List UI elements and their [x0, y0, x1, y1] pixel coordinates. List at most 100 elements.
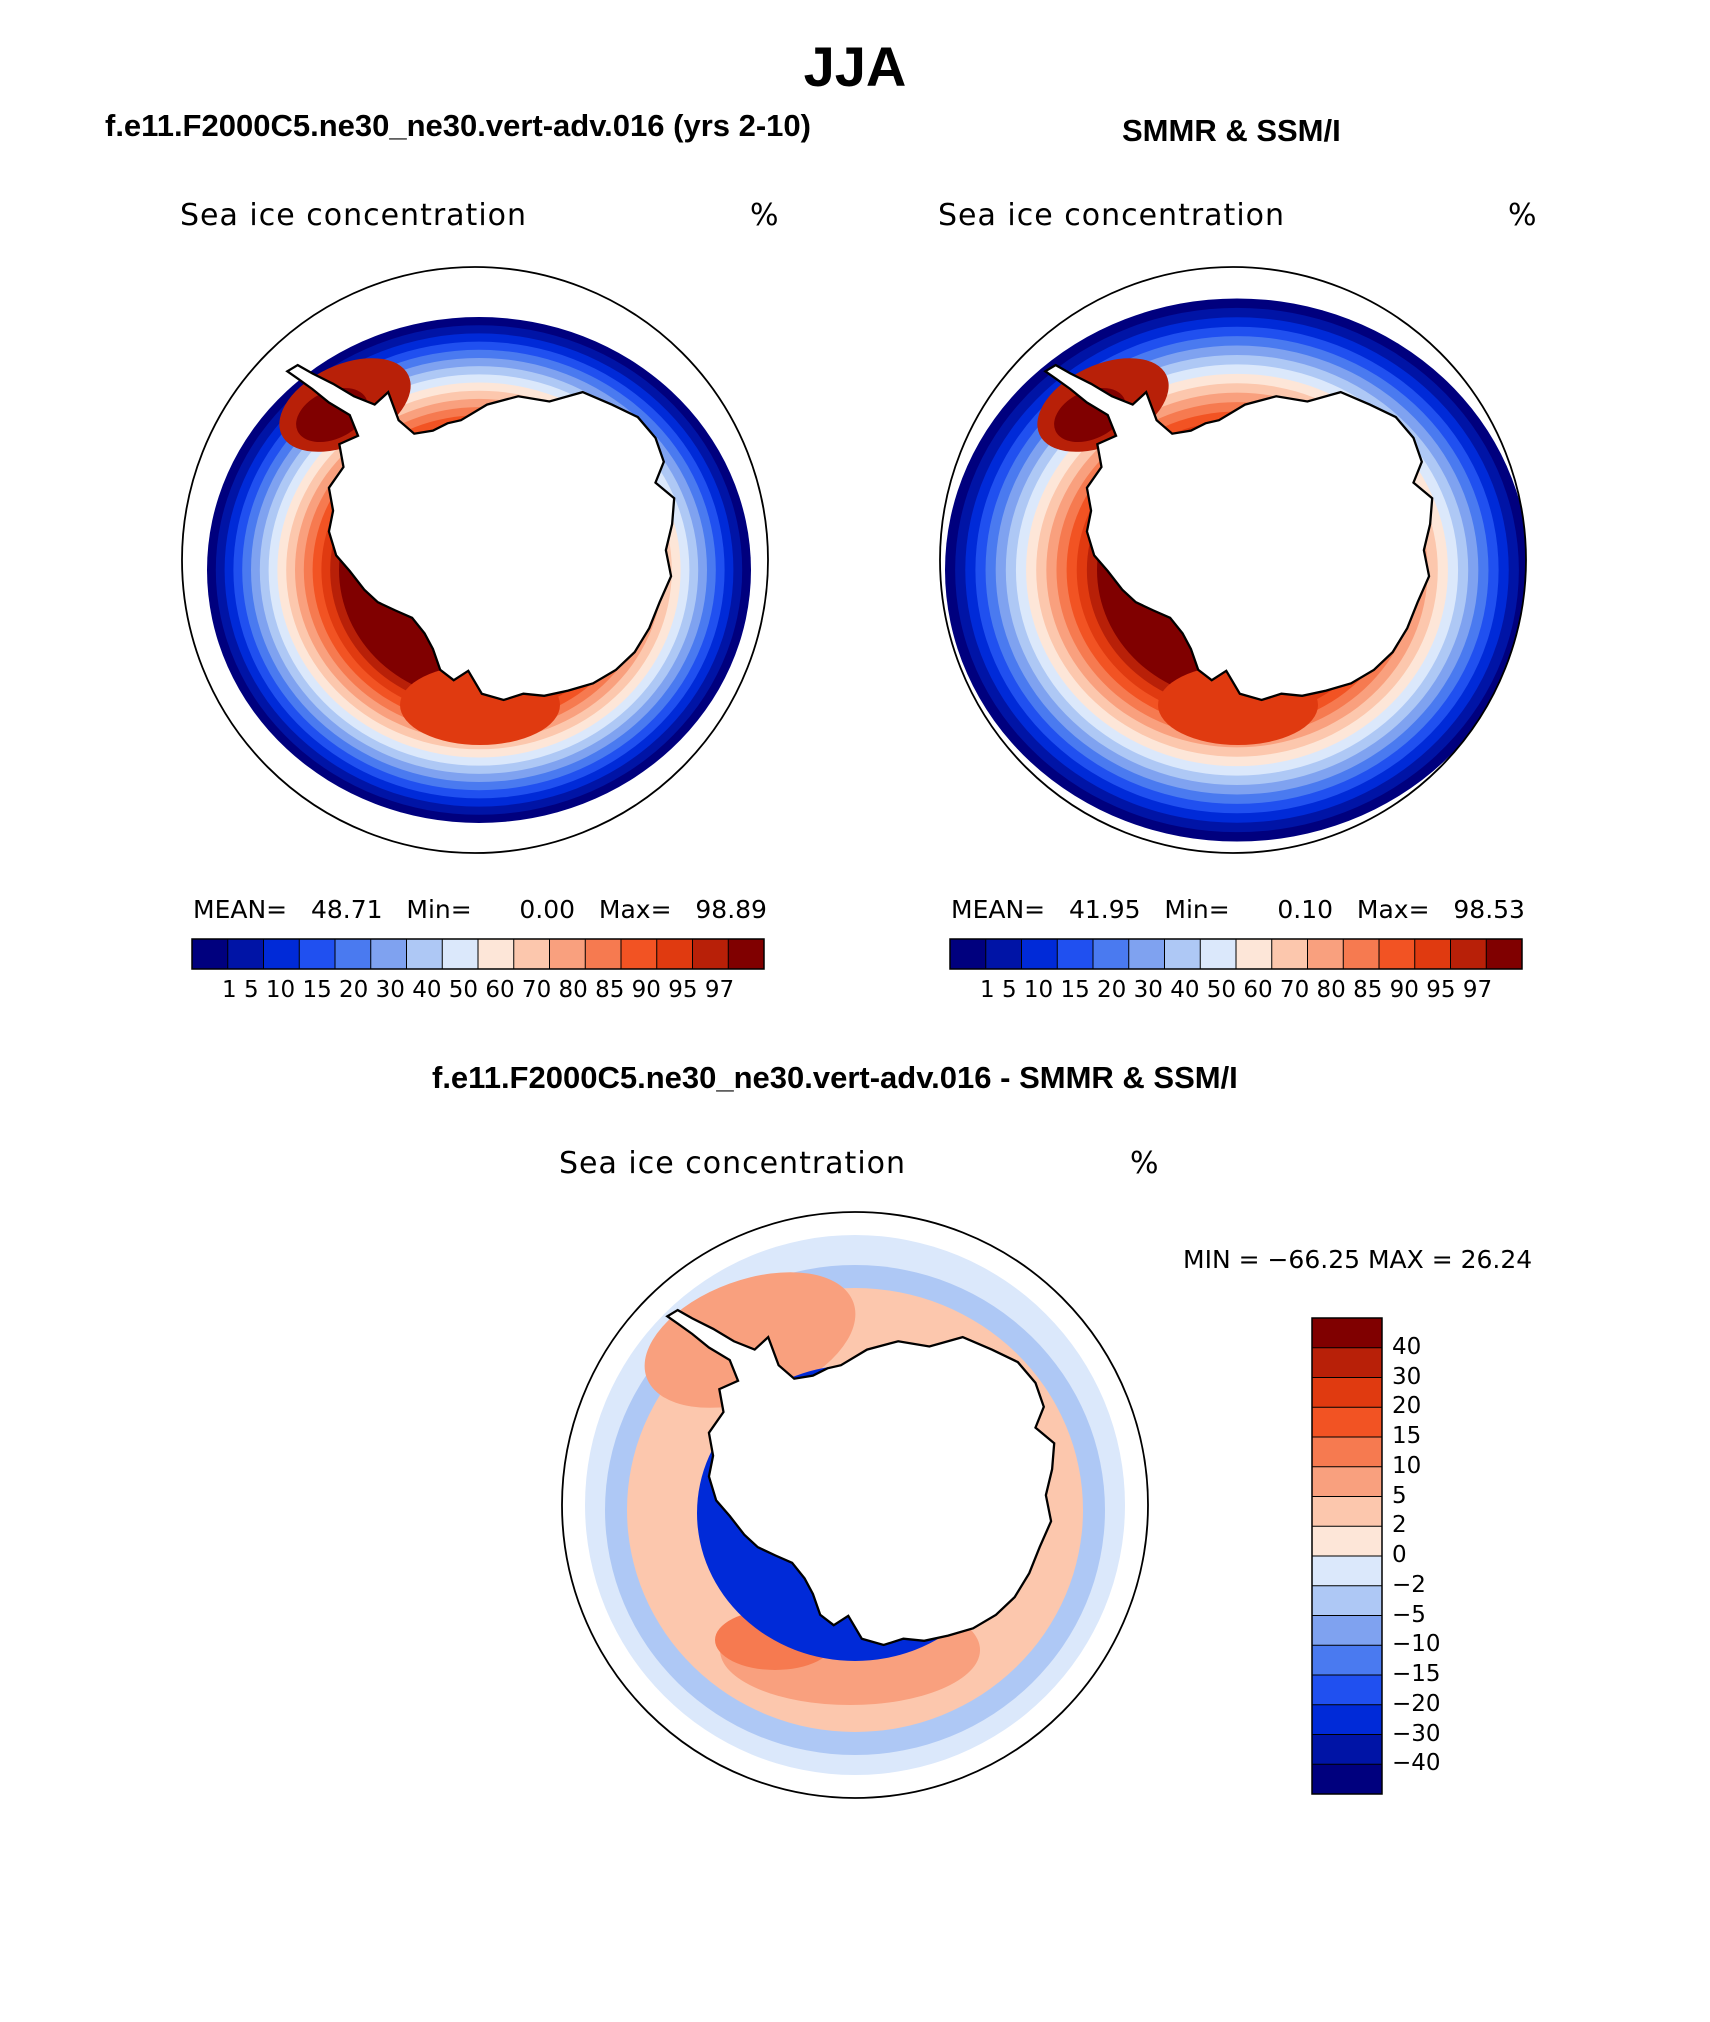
colorbar-swatch — [1414, 939, 1451, 969]
colorbar-swatch — [1312, 1675, 1382, 1706]
panel2-title: SMMR & SSM/I — [1122, 113, 1341, 148]
panel2-colorbar-labels: 1 5 10 15 20 30 40 50 60 70 80 85 90 95 … — [980, 977, 1493, 1003]
panel1-units: % — [750, 198, 780, 233]
colorbar-level-label: 10 — [1392, 1452, 1422, 1479]
colorbar-level-label: 30 — [1392, 1363, 1422, 1390]
map-boundary-circle — [561, 1211, 1149, 1799]
colorbar-swatch — [1312, 1437, 1382, 1468]
colorbar-level-label: 5 — [1392, 1482, 1407, 1509]
colorbar-swatch — [1312, 1407, 1382, 1438]
panel1-min-label: Min= — [406, 895, 472, 924]
colorbar-swatch — [478, 939, 515, 969]
panel1-field-label: Sea ice concentration — [180, 198, 528, 233]
colorbar-frame — [191, 938, 765, 970]
colorbar-swatch — [1271, 939, 1308, 969]
colorbar-swatch — [1200, 939, 1237, 969]
difference-title: f.e11.F2000C5.ne30_ne30.vert-adv.016 - S… — [432, 1060, 1238, 1095]
colorbar-swatch — [1164, 939, 1201, 969]
colorbar-swatch — [513, 939, 550, 969]
colorbar-swatch — [1312, 1585, 1382, 1616]
colorbar-swatch — [1312, 1526, 1382, 1557]
difference-colorbar-labels: 40 30 20 15 10 5 2 0 −2 −5 −10 −15 −20 −30 −40 — [1392, 1318, 1512, 1794]
colorbar-swatch — [1312, 1347, 1382, 1378]
colorbar-swatch — [1128, 939, 1165, 969]
antarctica-coastline — [665, 1308, 1056, 1647]
figure-title: JJA — [803, 35, 907, 98]
panel2-min-label: Min= — [1164, 895, 1230, 924]
panel1-mean-label: MEAN= — [193, 895, 288, 924]
colorbar-level-label: 0 — [1392, 1542, 1407, 1568]
panel2-max-label: Max= — [1356, 895, 1430, 924]
panel2-mean: 41.95 — [1068, 895, 1141, 924]
colorbar-swatch — [335, 939, 372, 969]
colorbar-swatch — [299, 939, 336, 969]
panel1-min: 0.00 — [519, 895, 576, 924]
panel1-stats: MEAN= 48.71 Min= 0.00 Max= 98.89 — [193, 895, 767, 924]
colorbar-swatch — [1312, 1377, 1382, 1408]
colorbar-swatch — [1021, 939, 1058, 969]
map-boundary-circle — [939, 266, 1527, 854]
panel2-field-label: Sea ice concentration — [938, 198, 1286, 233]
difference-polar-map — [561, 1211, 1149, 1799]
colorbar-level-label: −5 — [1392, 1601, 1426, 1628]
panel1-colorbar — [191, 938, 765, 970]
colorbar-level-label: −40 — [1392, 1750, 1441, 1777]
colorbar-swatch — [1312, 1645, 1382, 1676]
difference-field-label: Sea ice concentration — [559, 1146, 907, 1181]
colorbar-level-label: −30 — [1392, 1720, 1441, 1747]
colorbar-level-label: 2 — [1392, 1512, 1407, 1539]
colorbar-swatch — [442, 939, 479, 969]
colorbar-swatch — [1312, 1704, 1382, 1735]
panel2-units: % — [1508, 198, 1538, 233]
panel1-max-label: Max= — [598, 895, 672, 924]
colorbar-swatch — [1057, 939, 1094, 969]
colorbar-frame — [1311, 1317, 1383, 1795]
antarctica-coastline — [285, 363, 676, 702]
colorbar-level-label: −20 — [1392, 1690, 1441, 1717]
difference-minmax: MIN = −66.25 MAX = 26.24 — [1183, 1245, 1533, 1274]
panel1-max: 98.89 — [695, 895, 767, 924]
colorbar-swatch — [656, 939, 693, 969]
colorbar-swatch — [549, 939, 586, 969]
colorbar-swatch — [621, 939, 658, 969]
colorbar-level-label: 15 — [1392, 1423, 1422, 1449]
colorbar-swatch — [1312, 1734, 1382, 1765]
colorbar-swatch — [985, 939, 1022, 969]
colorbar-swatch — [1236, 939, 1273, 969]
colorbar-swatch — [1312, 1318, 1382, 1349]
colorbar-swatch — [1379, 939, 1416, 969]
colorbar-swatch — [1343, 939, 1380, 969]
panel2-max: 98.53 — [1453, 895, 1525, 924]
panel1-colorbar-labels: 1 5 10 15 20 30 40 50 60 70 80 85 90 95 … — [222, 977, 735, 1003]
panel2-min: 0.10 — [1277, 895, 1334, 924]
colorbar-swatch — [728, 939, 765, 969]
colorbar-swatch — [1450, 939, 1487, 969]
difference-colorbar — [1311, 1317, 1383, 1795]
colorbar-swatch — [227, 939, 264, 969]
panel2-mean-label: MEAN= — [951, 895, 1046, 924]
map-boundary-circle — [181, 266, 769, 854]
panel2-colorbar — [949, 938, 1523, 970]
colorbar-swatch — [585, 939, 622, 969]
colorbar-swatch — [1312, 1764, 1382, 1795]
colorbar-swatch — [692, 939, 729, 969]
colorbar-swatch — [192, 939, 229, 969]
colorbar-swatch — [1312, 1466, 1382, 1497]
colorbar-swatch — [1486, 939, 1523, 969]
colorbar-level-label: 20 — [1392, 1393, 1422, 1420]
colorbar-swatch — [1312, 1615, 1382, 1646]
panel1-title: f.e11.F2000C5.ne30_ne30.vert-adv.016 (yr… — [105, 108, 811, 143]
panel2-stats: MEAN= 41.95 Min= 0.10 Max= 98.53 — [951, 895, 1525, 924]
colorbar-level-label: −2 — [1392, 1571, 1426, 1598]
colorbar-frame — [949, 938, 1523, 970]
antarctica-coastline — [1043, 363, 1434, 702]
panel1-mean: 48.71 — [310, 895, 383, 924]
colorbar-swatch — [950, 939, 987, 969]
colorbar-level-label: 40 — [1392, 1333, 1422, 1360]
colorbar-swatch — [1312, 1556, 1382, 1587]
colorbar-level-label: −15 — [1392, 1661, 1441, 1687]
colorbar-swatch — [1093, 939, 1130, 969]
colorbar-swatch — [406, 939, 443, 969]
colorbar-swatch — [263, 939, 300, 969]
panel2-polar-map — [939, 266, 1527, 854]
